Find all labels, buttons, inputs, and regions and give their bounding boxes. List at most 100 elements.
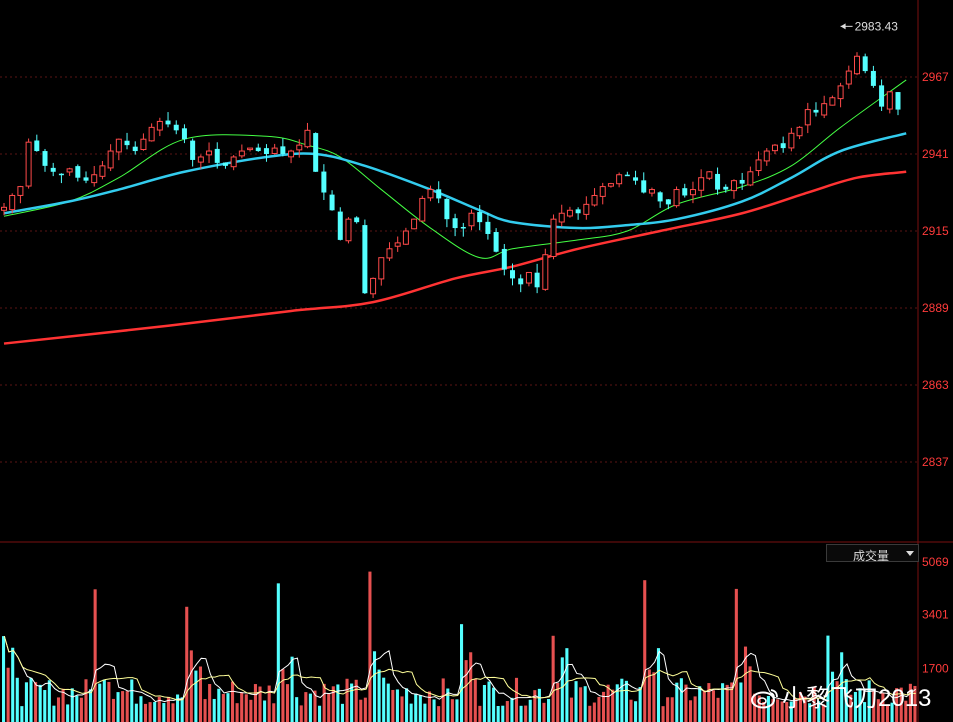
volume-bar <box>125 691 129 722</box>
volume-bar <box>858 688 862 722</box>
volume-bar <box>492 687 496 722</box>
volume-bar <box>556 683 560 722</box>
volume-bar <box>904 700 908 722</box>
volume-bar <box>281 669 285 722</box>
weibo-logo-icon <box>751 689 778 709</box>
volume-bar <box>666 697 670 722</box>
volume-bar <box>66 704 70 722</box>
volume-bar <box>693 696 697 722</box>
volume-bar <box>867 680 871 722</box>
volume-bar <box>93 589 97 722</box>
volume-bar <box>533 690 537 722</box>
candle <box>558 204 565 227</box>
volume-bar <box>290 656 294 722</box>
annotation-label: 2983.43 <box>855 19 899 33</box>
candle <box>739 172 745 190</box>
volume-bar <box>716 697 720 722</box>
candle <box>411 218 418 230</box>
volume-bar <box>166 696 170 722</box>
candle <box>648 187 655 197</box>
volume-bar <box>405 688 409 722</box>
candle <box>206 142 213 164</box>
volume-bar <box>29 677 33 722</box>
candle <box>238 144 245 159</box>
volume-bar <box>372 651 377 722</box>
candle <box>525 271 532 287</box>
candle <box>747 166 754 187</box>
volume-bar <box>79 697 83 722</box>
candle <box>510 263 516 286</box>
volume-bar <box>913 685 917 722</box>
volume-bar <box>579 687 583 722</box>
volume-bar <box>652 672 656 722</box>
volume-bar <box>606 684 610 722</box>
volume-bar <box>524 705 528 722</box>
volume-bar <box>620 678 624 722</box>
candle <box>657 191 663 208</box>
volume-bar <box>130 679 134 722</box>
indicator-dropdown[interactable]: 成交量 <box>826 544 919 563</box>
volume-bar <box>139 696 143 722</box>
candle <box>501 244 507 276</box>
volume-bar <box>208 684 212 722</box>
volume-ma-line <box>3 635 916 701</box>
price-tick-label: 2863 <box>922 378 949 392</box>
candle <box>280 138 286 157</box>
price-tick-label: 2967 <box>922 70 949 84</box>
volume-bar <box>634 701 638 722</box>
volume-bar <box>711 690 715 722</box>
candle <box>263 144 269 162</box>
candle <box>148 123 155 142</box>
volume-bar <box>478 705 482 722</box>
volume-bar <box>84 679 88 722</box>
volume-bar <box>656 648 661 722</box>
volume-bar <box>249 699 253 722</box>
volume-bar <box>542 702 546 722</box>
candle <box>723 184 729 193</box>
candle <box>771 144 778 155</box>
candle <box>247 147 254 152</box>
volume-bar <box>212 698 216 722</box>
candle <box>124 132 130 150</box>
volume-bar <box>70 688 74 722</box>
volume-bar <box>510 697 514 722</box>
volume-bar <box>551 635 555 722</box>
candle <box>132 141 138 155</box>
volume-bar <box>624 680 628 722</box>
candle <box>641 172 647 194</box>
candle <box>542 248 549 291</box>
volume-bar <box>253 684 257 722</box>
price-tick-label: 2889 <box>922 301 949 315</box>
moving-average-line <box>3 170 907 345</box>
volume-bar <box>537 688 541 722</box>
candle <box>763 148 770 166</box>
volume-bar <box>382 677 386 722</box>
volume-bar <box>350 683 354 722</box>
volume-bar <box>24 682 28 722</box>
candle <box>394 236 401 252</box>
price-gridlines <box>0 76 918 463</box>
volume-bar <box>469 652 473 722</box>
candle <box>715 167 721 195</box>
volume-bar <box>107 681 111 722</box>
volume-bar <box>162 703 166 722</box>
candle <box>862 53 868 74</box>
volume-bar <box>304 692 308 722</box>
volume-bar <box>757 695 761 722</box>
candle <box>452 213 458 237</box>
candle <box>813 102 819 117</box>
volume-bar <box>263 700 267 722</box>
volume-bar <box>267 685 271 722</box>
candle <box>534 263 540 294</box>
candle <box>607 182 614 188</box>
volume-bar <box>240 692 244 722</box>
volume-bar <box>368 571 372 722</box>
candle <box>853 52 860 76</box>
candle <box>427 185 434 202</box>
volume-bar <box>569 697 573 722</box>
volume-bar <box>322 683 326 722</box>
volume-ma-lines <box>3 635 917 703</box>
volume-bar <box>198 666 203 722</box>
volume-bar <box>725 684 729 722</box>
